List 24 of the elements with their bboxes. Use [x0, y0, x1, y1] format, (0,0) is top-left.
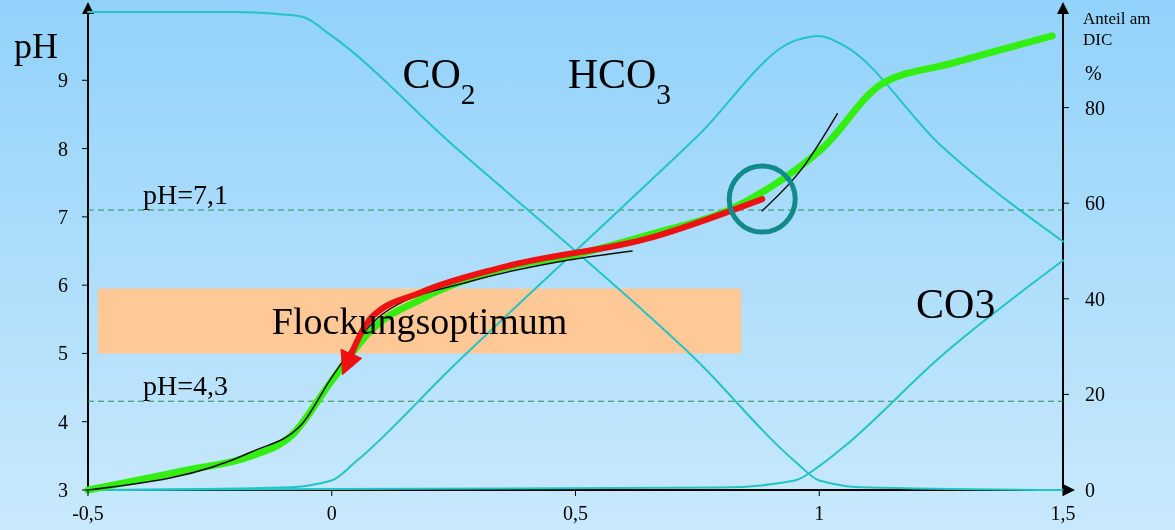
y2-tick-label: 80 — [1085, 96, 1105, 119]
series-label: CO3 — [916, 280, 996, 327]
x-tick-label: 0 — [326, 502, 337, 524]
y-tick-label: 7 — [58, 205, 68, 228]
ref-line-label: pH=4,3 — [143, 370, 229, 402]
y-tick-label: 8 — [58, 137, 68, 160]
y-axis-title: pH — [14, 26, 58, 66]
y2-tick-label: 20 — [1085, 383, 1105, 406]
x-tick-label: 0,5 — [563, 502, 588, 524]
y2-tick-label: 40 — [1085, 287, 1105, 310]
y2-tick-label: 0 — [1085, 479, 1095, 501]
x-tick-label: 1,5 — [1050, 502, 1076, 524]
ref-line-label: pH=7,1 — [143, 179, 229, 211]
y2-tick-label: 60 — [1085, 192, 1105, 215]
y-tick-label: 3 — [58, 479, 68, 501]
y-tick-label: 6 — [58, 274, 68, 297]
y-tick-label: 9 — [58, 69, 68, 92]
y2-axis-title: Anteil am DIC % — [1083, 9, 1151, 84]
x-tick-label: 1 — [814, 502, 825, 524]
y-tick-label: 5 — [58, 342, 68, 365]
y-tick-label: 4 — [58, 410, 68, 433]
series-label: CO$_{2}$ — [402, 51, 476, 111]
series-label: HCO$_{3}$ — [567, 51, 672, 111]
x-tick-label: -0,5 — [72, 502, 104, 524]
